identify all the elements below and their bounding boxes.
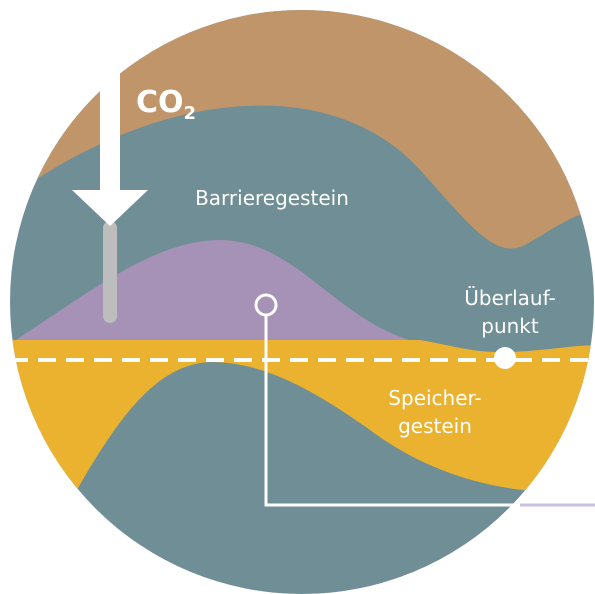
spill-point-dot [494, 347, 516, 369]
reservoir-label: gestein [398, 414, 472, 438]
diagram: CO2 Barrieregestein Überlauf- punkt Spei… [0, 0, 595, 594]
arrow-shaft [100, 0, 120, 192]
barrier-label: Barrieregestein [195, 186, 349, 210]
co2-text: CO [136, 85, 184, 120]
spill-label: punkt [481, 314, 539, 338]
co2-subscript: 2 [184, 103, 197, 124]
reservoir-label: Speicher- [388, 386, 481, 410]
callout-dot [256, 295, 276, 315]
spill-label: Überlauf- [464, 286, 556, 310]
